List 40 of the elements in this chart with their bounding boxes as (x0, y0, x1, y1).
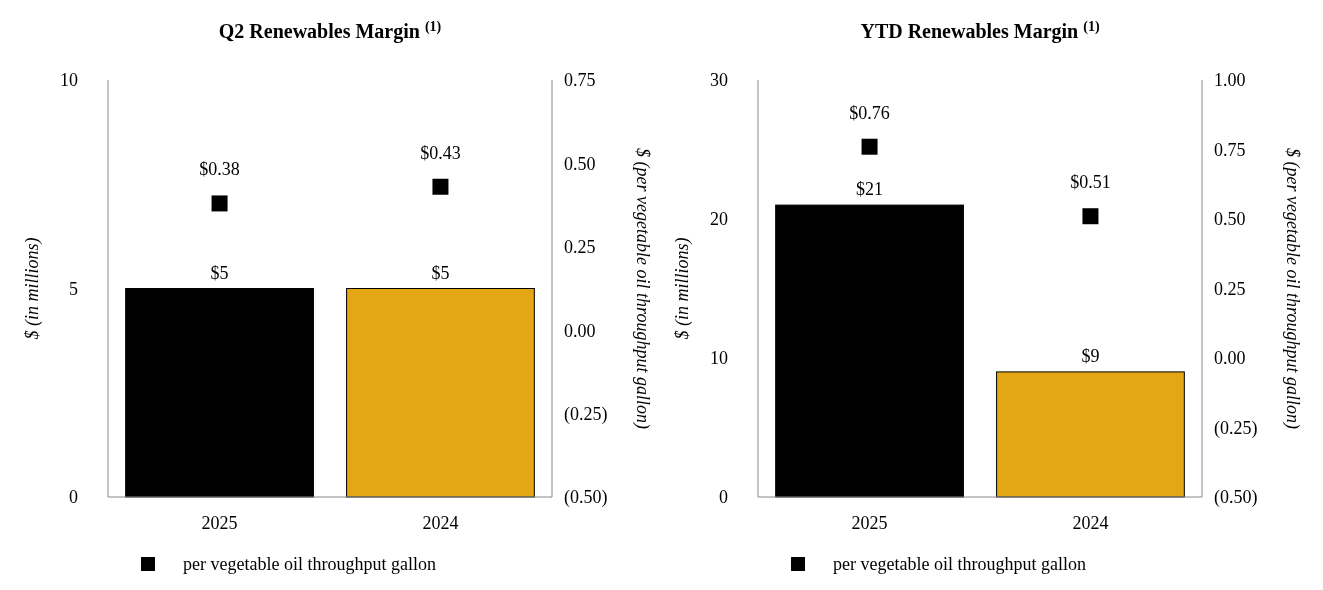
x-tick-label: 2025 (201, 513, 238, 533)
y-axis-title: $ (in millions) (22, 237, 43, 340)
chart-title: YTD Renewables Margin $^{(1)}$ (860, 18, 1100, 43)
x-tick-label: 2024 (1072, 513, 1109, 533)
chart-title: Q2 Renewables Margin $^{(1)}$ (218, 18, 442, 43)
data-label: $0.76 (849, 102, 890, 123)
y2-tick-label: 0.25 (564, 237, 596, 258)
y2-tick-label: (0.25) (564, 403, 608, 425)
y2-tick-label: (0.50) (564, 487, 608, 509)
y2-tick-label: 1.00 (1214, 70, 1246, 91)
data-label: $0.38 (199, 159, 240, 180)
y-tick-label: 0 (719, 487, 728, 508)
y2-tick-label: 0.75 (1214, 139, 1246, 160)
x-tick-label: 2025 (851, 513, 888, 533)
y2-tick-label: 0.00 (1214, 348, 1246, 369)
data-label: $9 (1081, 345, 1100, 366)
data-label: $5 (210, 262, 229, 283)
legend-label: per vegetable oil throughput gallon (183, 554, 436, 574)
y2-tick-label: (0.50) (1214, 487, 1258, 509)
y2-tick-label: 0.25 (1214, 278, 1246, 299)
y-tick-label: 10 (710, 348, 728, 369)
y2-tick-label: (0.25) (1214, 417, 1258, 439)
x-tick-label: 2024 (422, 513, 459, 533)
y2-tick-label: 0.50 (564, 153, 596, 174)
data-label: $0.43 (420, 142, 461, 163)
data-label: $21 (856, 179, 884, 200)
legend-label: per vegetable oil throughput gallon (833, 554, 1086, 574)
y-tick-label: 10 (60, 70, 78, 91)
y2-tick-label: 0.50 (1214, 209, 1246, 230)
y-tick-label: 30 (710, 70, 728, 91)
y-tick-label: 5 (69, 278, 78, 299)
y-tick-label: 0 (69, 487, 78, 508)
y-axis-title: $ (in millions) (672, 237, 693, 340)
y2-tick-label: 0.00 (564, 320, 596, 341)
y2-axis-title: $ (per vegetable oil throughput gallon) (632, 148, 653, 429)
data-label: $0.51 (1070, 172, 1111, 193)
y-tick-label: 20 (710, 209, 728, 230)
y2-tick-label: 0.75 (564, 70, 596, 91)
y2-axis-title: $ (per vegetable oil throughput gallon) (1282, 148, 1303, 429)
data-label: $5 (431, 262, 450, 283)
